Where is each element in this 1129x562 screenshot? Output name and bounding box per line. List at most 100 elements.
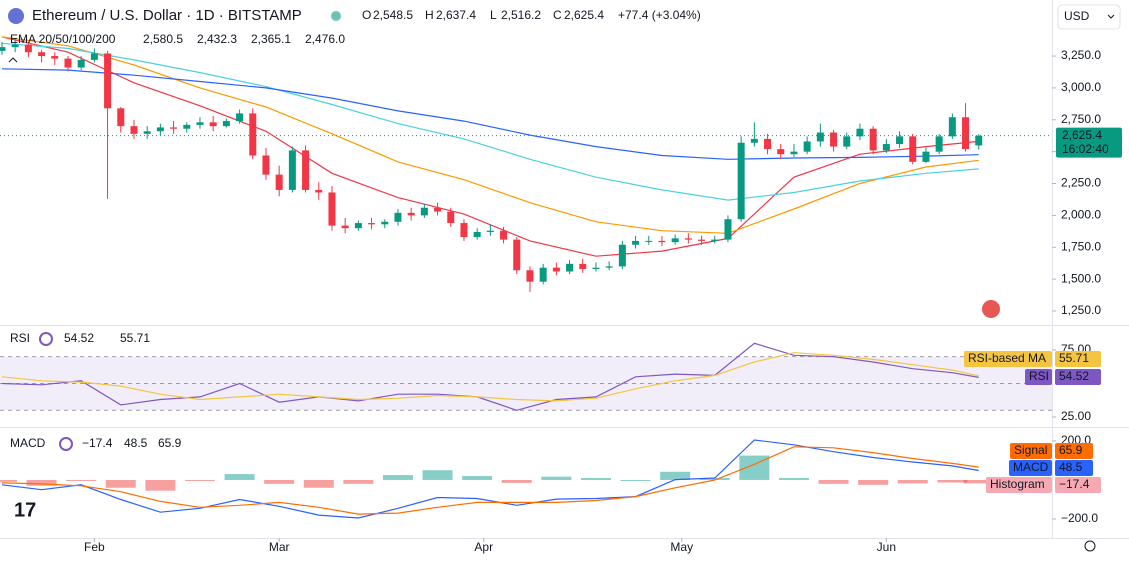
histogram-bar [422,470,453,480]
candle-body [645,240,653,242]
candle-body [143,131,151,134]
y-tick-label: 1,750.0 [1061,239,1101,253]
candle-body [249,113,257,156]
x-tick-label: May [670,540,693,554]
series-line [1,42,979,201]
candle-body [328,192,336,226]
settings-icon[interactable] [1084,540,1096,552]
collapse-icon [8,57,18,63]
candle-body [130,126,138,134]
histogram-bar [105,479,136,488]
candle-body [368,223,376,225]
tag-value-box [1055,477,1101,493]
histogram-bar [699,478,730,480]
series-line [1,352,979,402]
macd-icon [59,437,73,451]
legend-value: 2,476.0 [305,32,345,46]
candle-body [460,223,468,238]
currency-select[interactable] [1057,4,1121,30]
histogram-bar [66,479,97,481]
tag-name: Signal [1014,443,1047,457]
candle-body [156,127,164,132]
histogram-bar [264,479,295,484]
ohlc-key: O [362,8,371,22]
y-tick-label: −200.0 [1061,511,1098,525]
histogram-bar [382,475,413,480]
histogram-bar [620,479,651,481]
candle-body [302,150,310,190]
series-line [1,342,979,411]
candle-body [671,238,679,243]
histogram-bar [897,479,928,484]
event-flag[interactable] [982,300,1000,318]
tag-name: RSI-based MA [968,351,1046,365]
candle-body [381,221,389,225]
candle-body [275,174,283,190]
tag-value-box [1055,443,1093,459]
candle-body [407,212,415,216]
y-tick-label: 2,750.0 [1061,112,1101,126]
y-tick-label: 3,000.0 [1061,80,1101,94]
histogram-bar [26,479,57,486]
legend-value: 54.52 [64,331,94,345]
candle-body [605,266,613,268]
candle-body [209,122,217,127]
rsi-band [0,356,1052,411]
currency[interactable]: USD [1064,9,1090,23]
ohlc-value: 2,625.4 [564,8,604,22]
candle-body [658,240,666,243]
legend-value: 55.71 [120,331,150,345]
histogram-bar [937,479,968,483]
histogram-bar [224,474,255,480]
tag-value: 65.9 [1059,443,1083,457]
candle-body [500,230,508,240]
candle-body [552,267,560,272]
ohlc-value: 2,516.2 [501,8,541,22]
candle-body [170,127,178,129]
candle-body [262,155,270,175]
candle-body [777,149,785,155]
x-tick-label: Apr [474,540,493,554]
histogram-bar [580,478,611,480]
ohlc-key: L [490,8,497,22]
histogram-bar [462,476,493,480]
histogram-bar [501,479,532,483]
candle-body [711,239,719,241]
candle-body [0,47,6,51]
candle-body [750,138,758,143]
candle-body [513,239,521,271]
ohlc-key: H [425,8,434,22]
candle-body [38,52,46,57]
series-line [1,68,979,160]
countdown: 16:02:40 [1062,142,1109,156]
tag-name-box [964,351,1052,367]
last-price-box [1056,127,1122,158]
tag-value-box [1055,369,1101,385]
candle-body [288,150,296,190]
candle-body [632,240,640,245]
candle-body [975,135,983,146]
candle-body [816,132,824,142]
candle-body [882,144,890,151]
candle-body [117,108,125,127]
histogram-bar [184,479,215,481]
x-tick-label: Jun [877,540,896,554]
y-tick-label: 3,250.0 [1061,48,1101,62]
candle-body [922,151,930,162]
rsi-icon [39,332,53,346]
candle-body [486,230,494,232]
legend-value: 48.5 [124,436,148,450]
candle-body [11,44,19,48]
candle-body [526,270,534,282]
tag-value: 54.52 [1059,369,1089,383]
candle-body [830,132,838,147]
candle-body [724,219,732,240]
y-tick-label: 25.00 [1061,409,1091,423]
tag-value-box [1055,351,1101,367]
candle-body [104,53,112,109]
candle-body [684,238,692,240]
candle-body [183,124,191,129]
tag-value-box [1055,460,1093,476]
candle-body [354,223,362,229]
candle-body [803,141,811,152]
